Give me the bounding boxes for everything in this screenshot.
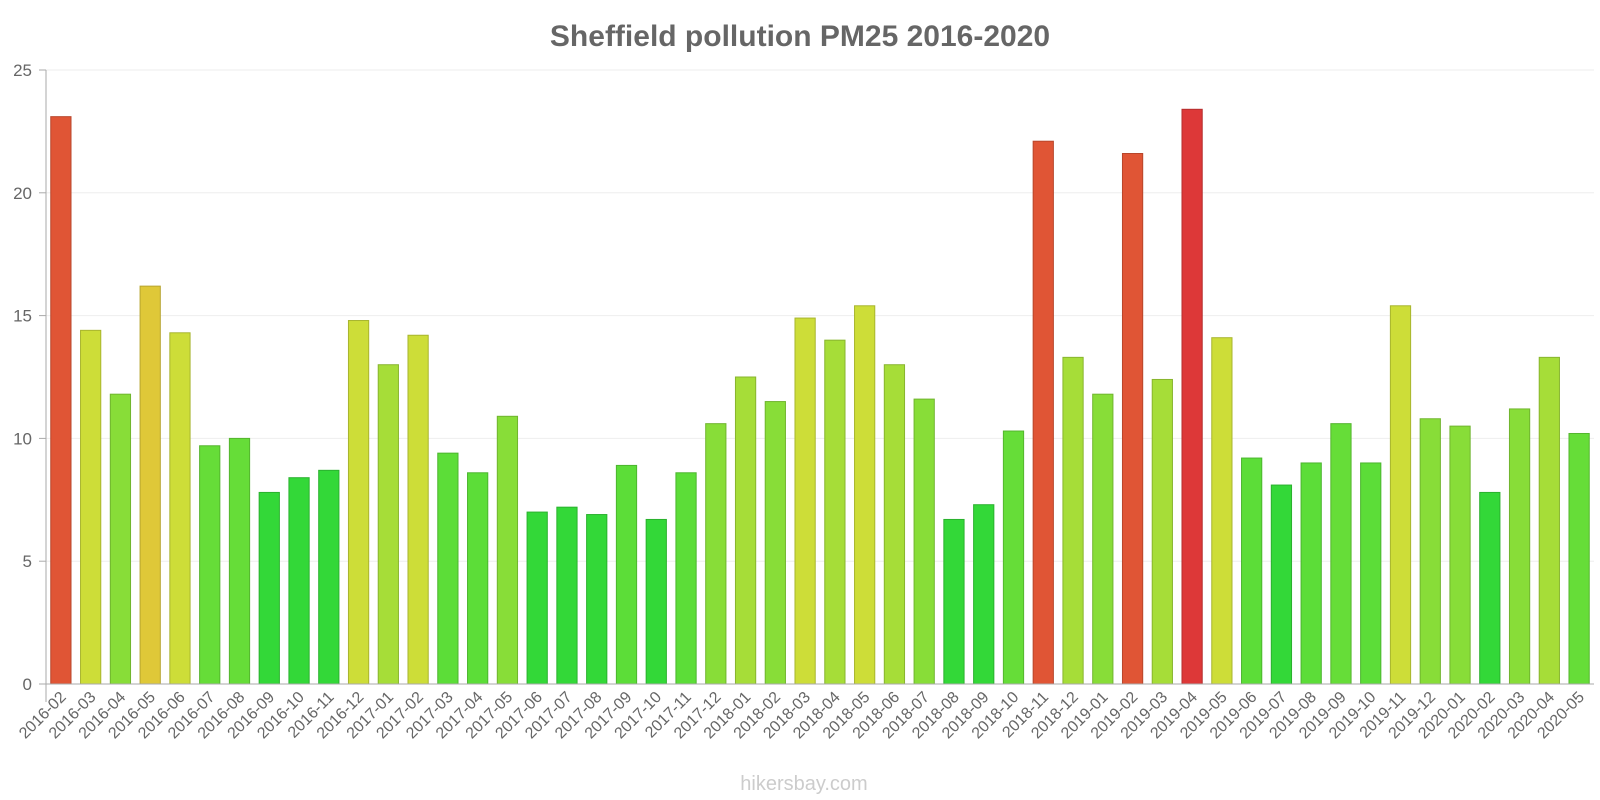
bar-2019-03 (1151, 378, 1173, 685)
bar-2017-09 (615, 464, 638, 685)
bar-2016-08 (228, 437, 251, 685)
bar-2016-09 (258, 491, 280, 685)
x-axis-ticks: 2016-022016-032016-042016-052016-062016-… (16, 689, 1588, 743)
y-tick-label: 5 (23, 552, 32, 571)
bar-2019-05 (1211, 337, 1233, 685)
bar-2019-10 (1360, 462, 1382, 685)
bar-2017-08 (586, 514, 608, 685)
bar-2016-04 (109, 393, 132, 685)
bar-2016-06 (169, 332, 191, 685)
bar-2017-01 (377, 364, 399, 685)
bars (50, 108, 1590, 685)
axes (45, 70, 1594, 702)
bar-2018-06 (883, 364, 906, 685)
bar-2019-02 (1121, 153, 1144, 685)
bar-2018-08 (943, 518, 965, 685)
bar-2020-01 (1449, 425, 1471, 685)
bar-2019-11 (1389, 305, 1412, 685)
bar-2020-05 (1568, 432, 1590, 685)
bar-2016-03 (80, 329, 102, 685)
y-tick-label: 10 (13, 429, 32, 448)
bar-2018-09 (973, 504, 995, 685)
bar-2020-02 (1479, 491, 1501, 685)
bar-2018-04 (824, 339, 846, 685)
bar-2020-04 (1538, 356, 1560, 685)
bar-2019-04 (1181, 108, 1203, 685)
chart-title: Sheffield pollution PM25 2016-2020 (550, 20, 1050, 53)
bar-2017-12 (705, 423, 727, 685)
bar-2017-04 (467, 472, 489, 685)
bar-2018-03 (794, 317, 816, 685)
bar-2019-09 (1330, 423, 1352, 685)
bar-2019-01 (1092, 393, 1114, 685)
bar-2019-06 (1241, 457, 1263, 685)
bar-2017-02 (407, 334, 429, 685)
y-tick-label: 20 (13, 184, 32, 203)
watermark: hikersbay.com (740, 773, 867, 795)
bar-2018-05 (854, 305, 876, 685)
bar-2020-03 (1508, 408, 1531, 685)
y-tick-label: 0 (23, 675, 32, 694)
bar-2016-05 (139, 285, 161, 685)
bar-2018-11 (1032, 140, 1054, 685)
bar-2019-08 (1300, 462, 1322, 685)
bar-2018-02 (764, 401, 786, 685)
bar-2016-10 (288, 477, 310, 685)
bar-2017-06 (526, 511, 548, 685)
bar-2017-07 (556, 506, 578, 685)
bar-2018-07 (913, 398, 935, 685)
bar-2017-11 (675, 472, 697, 685)
bar-2018-10 (1002, 430, 1025, 685)
bar-2019-07 (1270, 484, 1293, 685)
bar-2016-11 (318, 469, 340, 685)
bar-2016-02 (50, 116, 72, 685)
bar-2018-12 (1062, 356, 1084, 685)
y-axis-ticks: 0 5 10 15 20 25 (13, 61, 46, 694)
bar-2017-03 (437, 452, 459, 685)
bar-2019-12 (1419, 418, 1441, 685)
y-tick-label: 15 (13, 307, 32, 326)
y-tick-label: 25 (13, 61, 32, 80)
bar-2016-12 (347, 320, 370, 685)
bar-2017-05 (496, 415, 519, 685)
bar-2018-01 (734, 376, 757, 685)
bar-2016-07 (199, 445, 221, 685)
bar-2017-10 (645, 518, 667, 685)
